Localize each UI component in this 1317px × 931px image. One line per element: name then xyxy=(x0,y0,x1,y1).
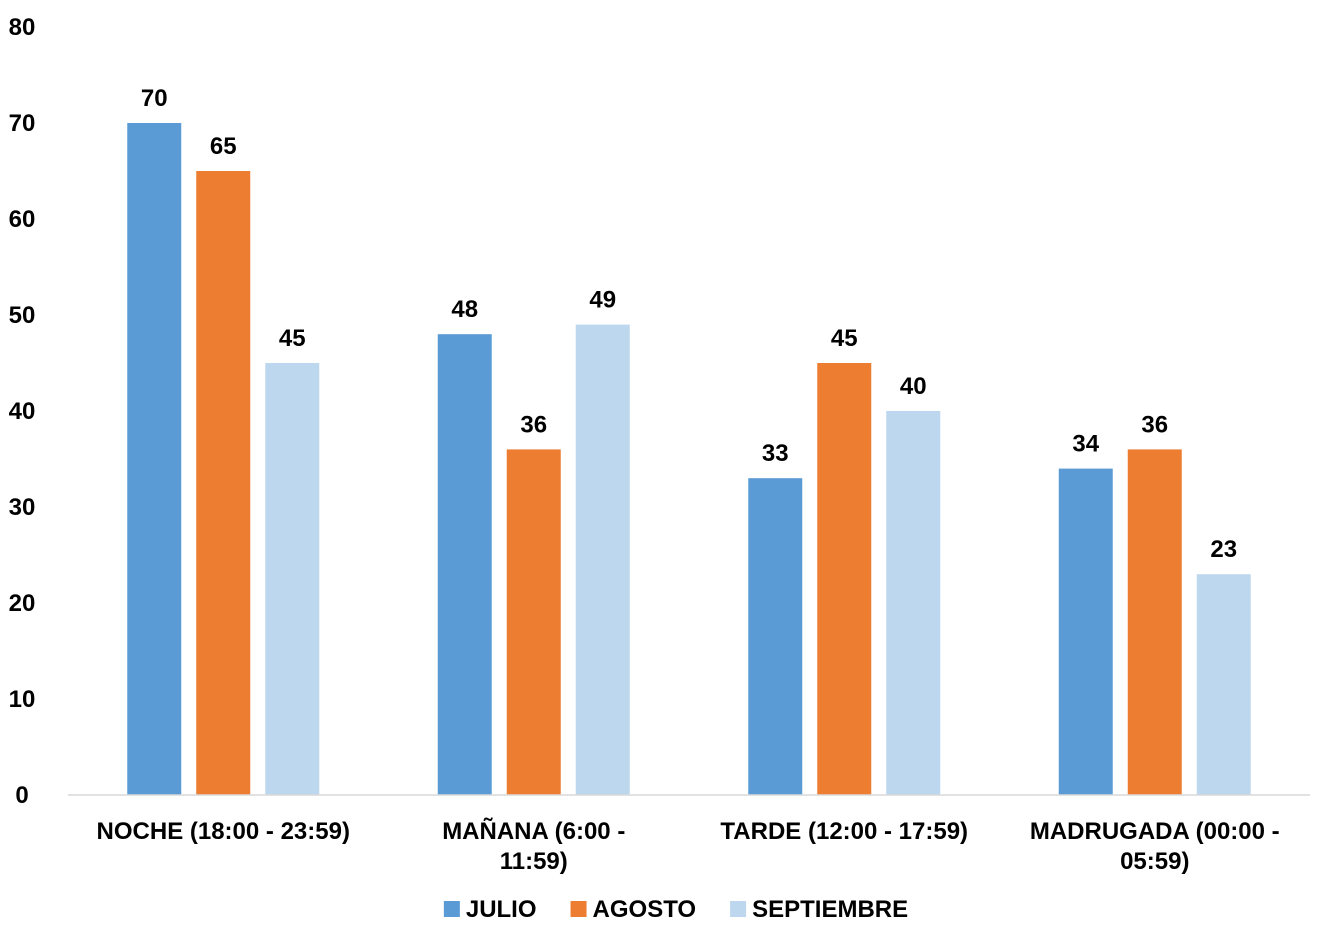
data-label: 49 xyxy=(589,287,616,314)
y-tick-label: 0 xyxy=(15,782,28,809)
y-tick-label: 60 xyxy=(9,206,36,233)
x-tick-label: MADRUGADA (00:00 -05:59) xyxy=(1030,818,1280,875)
data-label: 45 xyxy=(279,325,306,352)
data-label: 36 xyxy=(520,411,547,438)
bar xyxy=(196,171,251,795)
y-tick-label: 20 xyxy=(9,590,36,617)
data-label: 45 xyxy=(831,325,858,352)
data-label: 70 xyxy=(141,85,168,112)
legend-swatch xyxy=(443,901,460,917)
legend-item: SEPTIEMBRE xyxy=(730,896,908,923)
bar xyxy=(575,324,630,795)
bar xyxy=(1127,449,1182,795)
data-label: 33 xyxy=(762,440,789,467)
data-label: 34 xyxy=(1072,431,1099,458)
y-tick-label: 30 xyxy=(9,494,36,521)
legend-item: AGOSTO xyxy=(570,896,697,923)
x-tick-label: MAÑANA (6:00 -11:59) xyxy=(442,817,625,875)
bar xyxy=(817,363,872,795)
legend-label: SEPTIEMBRE xyxy=(752,896,908,923)
data-label: 36 xyxy=(1141,411,1168,438)
data-label: 48 xyxy=(451,296,478,323)
bar xyxy=(506,449,561,795)
bar xyxy=(1058,468,1113,795)
y-axis-ticks: 0 10 20 30 40 50 60 70 80 xyxy=(9,14,36,809)
legend-label: JULIO xyxy=(466,896,537,923)
bar xyxy=(127,123,182,795)
legend-swatch xyxy=(730,901,747,917)
bar xyxy=(1196,574,1251,795)
x-tick-label: NOCHE (18:00 - 23:59) xyxy=(97,818,350,845)
bar xyxy=(886,411,941,795)
data-label: 23 xyxy=(1210,536,1237,563)
y-tick-label: 70 xyxy=(9,110,36,137)
y-tick-label: 80 xyxy=(9,14,36,41)
data-label-group: 70 65 45 48 36 49 33 45 40 34 36 23 xyxy=(141,85,1237,563)
legend-swatch xyxy=(570,901,587,917)
y-tick-label: 50 xyxy=(9,302,36,329)
bar xyxy=(748,478,803,795)
legend-label: AGOSTO xyxy=(593,896,697,923)
legend: JULIO AGOSTO SEPTIEMBRE xyxy=(443,896,908,923)
category-label-group: NOCHE (18:00 - 23:59) MAÑANA (6:00 -11:59… xyxy=(97,817,1280,875)
bar-group xyxy=(127,123,1251,795)
y-tick-label: 10 xyxy=(9,686,36,713)
legend-item: JULIO xyxy=(443,896,537,923)
data-label: 65 xyxy=(210,133,237,160)
bar xyxy=(437,334,492,795)
data-label: 40 xyxy=(900,373,927,400)
y-tick-label: 40 xyxy=(9,398,36,425)
x-tick-label: TARDE (12:00 - 17:59) xyxy=(720,818,968,845)
bar xyxy=(265,363,320,795)
